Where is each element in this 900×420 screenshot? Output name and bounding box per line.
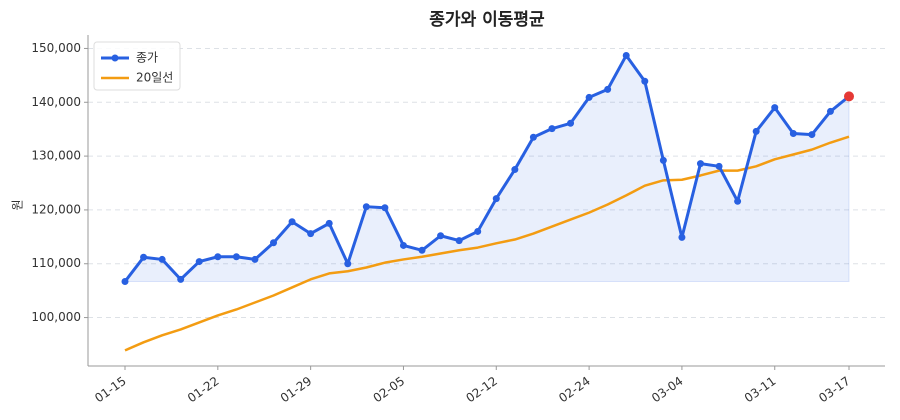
point — [659, 156, 667, 164]
point — [362, 203, 370, 211]
point — [734, 197, 742, 205]
point — [492, 195, 500, 203]
x-tick-label: 03-11 — [742, 374, 779, 405]
x-tick-label: 02-12 — [463, 374, 500, 405]
point — [158, 255, 166, 263]
point — [307, 230, 315, 238]
point — [195, 258, 203, 266]
point — [715, 162, 723, 170]
point — [548, 125, 556, 133]
y-tick-label: 130,000 — [31, 149, 81, 163]
legend-label: 종가 — [136, 51, 158, 65]
point — [567, 119, 575, 127]
point — [251, 255, 259, 263]
point — [288, 218, 296, 226]
y-tick-label: 100,000 — [31, 310, 81, 324]
point — [622, 51, 630, 59]
series-line — [123, 53, 850, 283]
x-tick-label: 01-29 — [278, 374, 315, 405]
point — [232, 253, 240, 261]
y-tick-label: 140,000 — [31, 95, 81, 109]
x-tick-label: 03-04 — [649, 374, 686, 405]
point — [270, 239, 278, 247]
point — [399, 241, 407, 249]
point — [752, 127, 760, 135]
point — [604, 85, 612, 93]
point — [437, 232, 445, 240]
point — [381, 204, 389, 212]
point — [511, 166, 519, 174]
point — [808, 131, 816, 139]
point — [140, 253, 148, 261]
legend: 종가 20일선 — [93, 41, 181, 91]
point — [789, 129, 797, 137]
y-tick-label: 150,000 — [31, 41, 81, 55]
y-axis-label: 원 — [11, 199, 25, 210]
point — [325, 219, 333, 227]
series-line — [124, 135, 850, 352]
point — [641, 77, 649, 85]
point — [678, 233, 686, 241]
point — [121, 278, 129, 286]
point — [696, 160, 704, 168]
point — [826, 107, 834, 115]
point — [529, 133, 537, 141]
y-tick-label: 120,000 — [31, 202, 81, 216]
legend-marker — [111, 54, 119, 62]
point — [771, 104, 779, 112]
point — [418, 246, 426, 254]
point — [344, 260, 352, 268]
y-tick-label: 110,000 — [31, 256, 81, 270]
chart-title: 종가와 이동평균 — [429, 10, 545, 30]
x-tick-label: 01-22 — [185, 374, 222, 405]
point — [585, 93, 593, 101]
point — [177, 275, 185, 283]
area-fill — [123, 54, 850, 283]
x-tick-label: 03-17 — [816, 374, 853, 405]
point — [474, 227, 482, 235]
x-tick-label: 02-24 — [556, 374, 593, 405]
last-point — [844, 91, 854, 102]
x-tick-label: 02-05 — [371, 374, 408, 405]
x-tick-label: 01-15 — [92, 374, 129, 405]
legend-label: 20일선 — [136, 71, 173, 85]
point — [455, 237, 463, 245]
point — [214, 253, 222, 261]
